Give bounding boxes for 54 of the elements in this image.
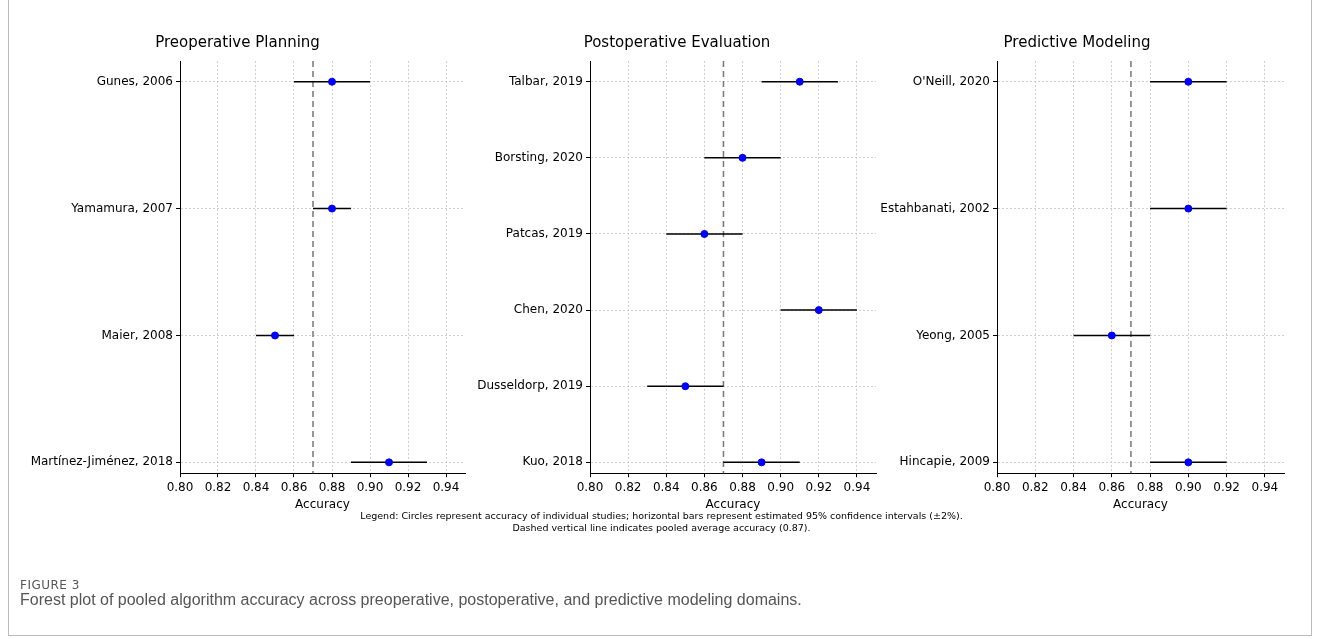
- point: [814, 306, 823, 315]
- x-axis-title: Accuracy: [1113, 496, 1168, 511]
- y-tick-label: Kuo, 2018: [522, 454, 583, 469]
- x-tick-label: 0.90: [767, 479, 795, 494]
- x-tick-label: 0.94: [1251, 479, 1279, 494]
- x-tick-label: 0.82: [204, 479, 232, 494]
- text: Legend: Circles represent accuracy of individual studies; horizontal bars represent estimated 95% confidence intervals (±2%).: [359, 510, 964, 521]
- y-tick-label: Talbar, 2019: [507, 73, 583, 88]
- x-tick-label: 0.86: [1098, 479, 1126, 494]
- x-tick-label: 0.90: [1174, 479, 1202, 494]
- chart-title: Preoperative Planning: [155, 32, 320, 51]
- x-tick-label: 0.88: [729, 479, 756, 494]
- x-tick-label: 0.82: [1021, 479, 1049, 494]
- x-tick-label: 0.92: [394, 479, 422, 494]
- point: [700, 229, 709, 238]
- y-tick-label: Gunes, 2006: [96, 73, 173, 88]
- x-tick-label: 0.92: [805, 479, 833, 494]
- x-tick-label: 0.88: [318, 479, 346, 494]
- x-tick-label: 0.86: [280, 479, 308, 494]
- point: [681, 382, 690, 391]
- y-tick-label: Maier, 2008: [101, 327, 173, 342]
- x-tick-label: 0.92: [1213, 479, 1240, 494]
- x-tick-label: 0.80: [983, 479, 1011, 494]
- y-tick-label: Yamamura, 2007: [70, 200, 173, 215]
- y-tick-label: Borsting, 2020: [494, 149, 583, 164]
- x-tick-label: 0.84: [652, 479, 680, 494]
- x-tick-label: 0.88: [1136, 479, 1164, 494]
- y-tick-label: Estahbanati, 2002: [880, 200, 990, 215]
- point: [757, 458, 766, 467]
- x-axis-title: Accuracy: [295, 496, 350, 511]
- point: [795, 77, 804, 86]
- x-tick-label: 0.80: [576, 479, 604, 494]
- y-tick-label: Hincapie, 2009: [899, 454, 990, 469]
- y-tick-label: Dusseldorp, 2019: [477, 378, 583, 393]
- text: Dashed vertical line indicates pooled average accuracy (0.87).: [511, 522, 812, 533]
- chart-title: Predictive Modeling: [1003, 32, 1151, 51]
- x-tick-label: 0.82: [614, 479, 642, 494]
- point: [738, 153, 747, 162]
- x-tick-label: 0.86: [691, 479, 718, 494]
- y-tick-label: Patcas, 2019: [505, 226, 583, 241]
- y-tick-label: Yeong, 2005: [915, 327, 990, 342]
- x-tick-label: 0.80: [166, 479, 194, 494]
- x-tick-label: 0.84: [242, 479, 270, 494]
- x-axis-title: Accuracy: [705, 496, 761, 511]
- y-tick-label: O'Neill, 2020: [912, 73, 990, 88]
- text: Forest plot of pooled algorithm accuracy across preoperative, postoperative, and predictive modeling domains.: [20, 591, 802, 609]
- x-tick-label: 0.84: [1060, 479, 1087, 494]
- chart-title: Postoperative Evaluation: [583, 32, 771, 51]
- y-tick-label: Martínez-Jiménez, 2018: [30, 454, 173, 469]
- x-tick-label: 0.90: [356, 479, 384, 494]
- y-tick-label: Chen, 2020: [513, 302, 583, 317]
- caption: FIGURE 3: [20, 578, 80, 592]
- x-tick-label: 0.94: [843, 479, 871, 494]
- x-tick-label: 0.94: [432, 479, 460, 494]
